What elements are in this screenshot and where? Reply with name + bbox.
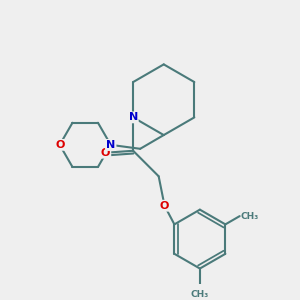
Text: N: N — [106, 140, 116, 150]
Text: N: N — [128, 112, 138, 122]
Text: CH₃: CH₃ — [240, 212, 259, 220]
Text: N: N — [106, 140, 116, 150]
Text: CH₃: CH₃ — [191, 290, 209, 299]
Text: O: O — [55, 140, 64, 150]
Text: O: O — [160, 201, 169, 211]
Text: O: O — [101, 148, 110, 158]
